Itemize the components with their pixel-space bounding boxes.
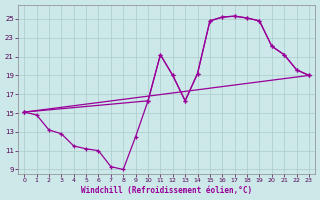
- X-axis label: Windchill (Refroidissement éolien,°C): Windchill (Refroidissement éolien,°C): [81, 186, 252, 195]
